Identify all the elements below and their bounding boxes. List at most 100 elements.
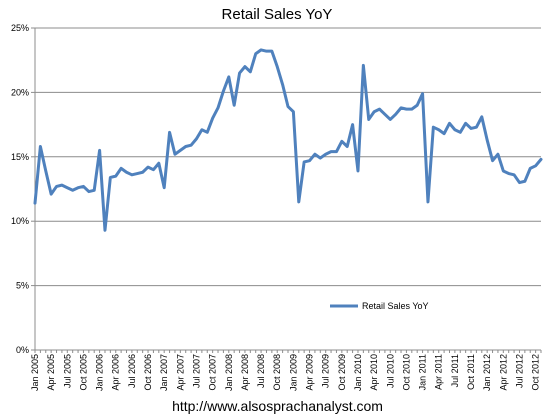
x-axis: Jan 2005 Apr 2005 Jul 2005 Oct 2005 Jan 2006… (30, 349, 542, 391)
data-point (163, 187, 165, 189)
data-point (303, 161, 305, 163)
data-point (341, 140, 343, 142)
x-tick-label: Jan 2008 (224, 354, 234, 391)
data-point (265, 50, 267, 52)
data-point (346, 145, 348, 147)
x-tick-label: Jan 2006 (95, 354, 105, 391)
data-point (249, 71, 251, 73)
data-point (513, 174, 515, 176)
x-tick-label: Oct 2005 (78, 354, 88, 391)
data-point (540, 158, 542, 160)
data-point (77, 187, 79, 189)
series-line-retail-sales-yoy (33, 48, 543, 232)
data-point (45, 170, 47, 172)
data-point (421, 92, 423, 94)
x-tick-label: Jul 2005 (62, 354, 72, 388)
data-point (71, 189, 73, 191)
x-tick-label: Jan 2012 (482, 354, 492, 391)
y-tick-label: 10% (11, 216, 29, 226)
x-tick-label: Oct 2008 (272, 354, 282, 391)
data-point (222, 90, 224, 92)
data-point (260, 49, 262, 51)
data-point (276, 65, 278, 67)
data-point (201, 129, 203, 131)
data-point (255, 53, 257, 55)
x-tick-label: Jul 2010 (385, 354, 395, 388)
data-point (233, 104, 235, 106)
x-tick-label: Jul 2009 (321, 354, 331, 388)
data-point (195, 138, 197, 140)
x-tick-label: Jan 2010 (353, 354, 363, 391)
data-point (491, 159, 493, 161)
series-layer (33, 48, 543, 232)
x-tick-label: Jul 2011 (450, 354, 460, 387)
data-point (464, 122, 466, 124)
data-point (314, 153, 316, 155)
x-tick-label: Oct 2006 (143, 354, 153, 391)
data-point (497, 153, 499, 155)
x-tick-label: Oct 2012 (531, 354, 541, 391)
data-point (400, 107, 402, 109)
data-point (185, 145, 187, 147)
data-point (308, 159, 310, 161)
x-tick-label: Oct 2009 (337, 354, 347, 391)
data-point (228, 76, 230, 78)
x-tick-label: Apr 2011 (434, 354, 444, 390)
data-point (244, 65, 246, 67)
x-tick-label: Jul 2007 (191, 354, 201, 388)
data-point (287, 105, 289, 107)
data-point (534, 165, 536, 167)
data-point (416, 104, 418, 106)
data-point (373, 111, 375, 113)
data-point (368, 118, 370, 120)
data-point (384, 113, 386, 115)
y-axis: 0% 5% 10% 15% 20% 25% (11, 23, 36, 355)
data-point (131, 174, 133, 176)
data-point (82, 185, 84, 187)
data-point (394, 113, 396, 115)
data-point (141, 171, 143, 173)
data-point (319, 157, 321, 159)
data-point (61, 184, 63, 186)
data-point (190, 144, 192, 146)
data-point (50, 193, 52, 195)
data-point (475, 126, 477, 128)
data-point (55, 185, 57, 187)
chart-title: Retail Sales YoY (222, 6, 333, 23)
data-point (529, 167, 531, 169)
data-point (481, 116, 483, 118)
x-tick-label: Oct 2007 (208, 354, 218, 391)
data-point (524, 180, 526, 182)
data-point (448, 122, 450, 124)
data-point (351, 123, 353, 125)
data-point (459, 131, 461, 133)
data-point (486, 139, 488, 141)
y-tick-label: 15% (11, 152, 29, 162)
data-point (502, 170, 504, 172)
x-tick-label: Jan 2009 (288, 354, 298, 391)
x-tick-label: Jul 2008 (256, 354, 266, 388)
data-point (389, 118, 391, 120)
data-point (518, 181, 520, 183)
data-point (427, 201, 429, 203)
source-url: http://www.alsosprachanalyst.com (172, 398, 383, 414)
data-point (125, 171, 127, 173)
x-tick-label: Apr 2009 (305, 354, 315, 391)
x-tick-label: Jul 2012 (514, 354, 524, 388)
data-point (39, 145, 41, 147)
data-point (147, 166, 149, 168)
data-point (378, 108, 380, 110)
data-point (324, 153, 326, 155)
data-point (115, 175, 117, 177)
x-tick-label: Jul 2006 (127, 354, 137, 388)
data-point (136, 172, 138, 174)
x-tick-label: Jan 2005 (30, 354, 40, 391)
data-point (454, 129, 456, 131)
data-point (206, 131, 208, 133)
data-point (470, 127, 472, 129)
data-point (152, 168, 154, 170)
data-point (168, 131, 170, 133)
x-tick-label: Apr 2008 (240, 354, 250, 391)
y-tick-label: 5% (16, 281, 29, 291)
data-point (211, 117, 213, 119)
